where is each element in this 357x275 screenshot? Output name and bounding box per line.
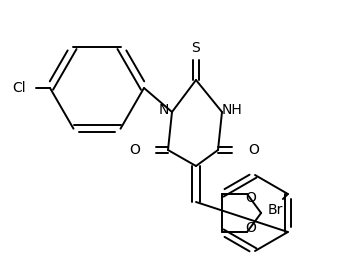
Text: O: O: [246, 221, 257, 235]
Text: N: N: [159, 103, 169, 117]
Text: S: S: [192, 41, 200, 55]
Text: Br: Br: [267, 203, 283, 217]
Text: NH: NH: [222, 103, 242, 117]
Text: Cl: Cl: [12, 81, 26, 95]
Text: O: O: [248, 143, 259, 157]
Text: O: O: [129, 143, 140, 157]
Text: O: O: [246, 191, 257, 205]
